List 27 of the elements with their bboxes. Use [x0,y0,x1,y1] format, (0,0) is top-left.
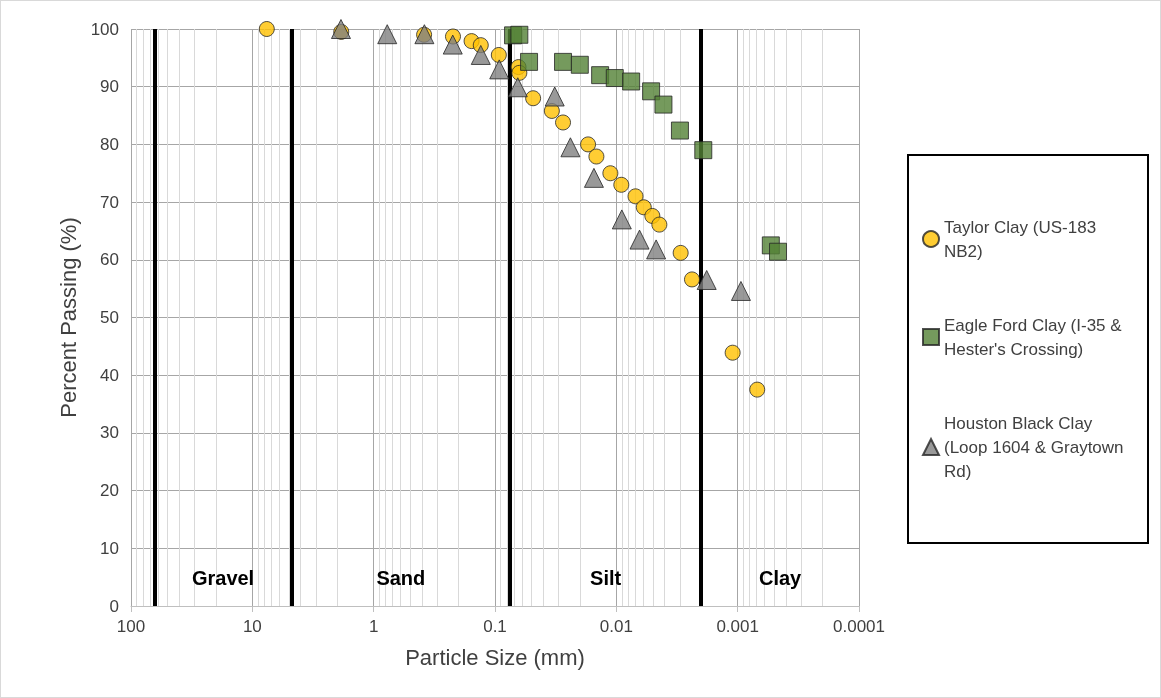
y-tick-label: 20 [100,481,119,501]
y-tick-label: 40 [100,365,119,385]
annotation: Silt [590,567,622,589]
y-tick-label: 60 [100,250,119,270]
legend-label: Houston Black Clay (Loop 1604 & Graytown Rd) [944,413,1129,481]
x-tick-label: 10 [242,617,262,636]
y-tick-label: 30 [100,423,119,443]
legend-label: Taylor Clay (US-183 NB2) [944,217,1101,261]
annotation: Clay [758,567,803,589]
y-tick-label: 70 [100,192,119,212]
y-axis-title: Percent Passing (%) [56,217,82,418]
y-tick-label: 100 [90,19,119,39]
y-tick-label: 50 [100,308,119,327]
x-tick-label: 0.001 [716,617,759,636]
x-tick-label: 0.01 [599,617,633,636]
x-tick-label: 100 [116,617,146,636]
x-axis-title: Particle Size (mm) [405,644,585,670]
annotation: Gravel [191,567,255,589]
legend-label: Eagle Ford Clay (I-35 & Hester's Crossing) [944,315,1127,359]
y-tick-label: 10 [100,538,119,558]
y-tick-label: 90 [100,77,119,97]
x-tick-label: 0.1 [483,617,507,636]
x-tick-label: 1 [368,617,379,636]
annotation: Sand [376,567,426,589]
y-tick-label: 80 [100,134,119,154]
x-tick-label: 0.0001 [833,617,885,636]
y-tick-label: 0 [109,596,119,616]
